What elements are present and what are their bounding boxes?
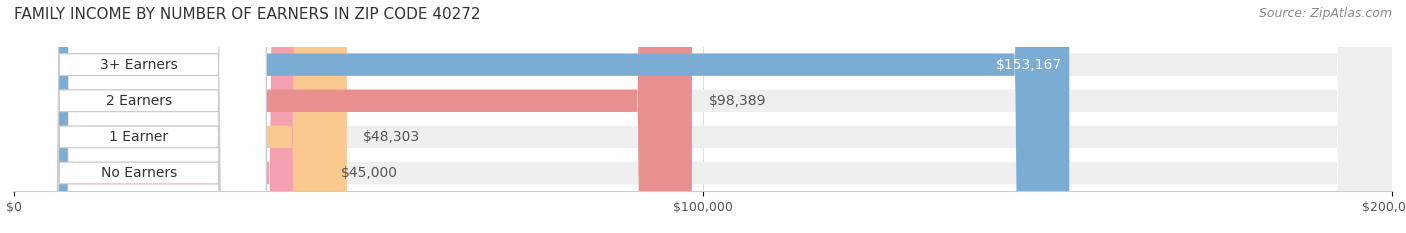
FancyBboxPatch shape <box>14 0 347 233</box>
FancyBboxPatch shape <box>14 0 1392 233</box>
Text: 2 Earners: 2 Earners <box>105 94 172 108</box>
Text: No Earners: No Earners <box>101 166 177 180</box>
Text: 1 Earner: 1 Earner <box>110 130 169 144</box>
Text: $98,389: $98,389 <box>709 94 766 108</box>
FancyBboxPatch shape <box>14 0 1392 233</box>
FancyBboxPatch shape <box>11 0 266 233</box>
FancyBboxPatch shape <box>11 0 266 233</box>
FancyBboxPatch shape <box>11 0 266 233</box>
Text: $153,167: $153,167 <box>997 58 1063 72</box>
Text: $45,000: $45,000 <box>340 166 398 180</box>
Text: $48,303: $48,303 <box>363 130 420 144</box>
FancyBboxPatch shape <box>14 0 1392 233</box>
FancyBboxPatch shape <box>14 0 1070 233</box>
Text: FAMILY INCOME BY NUMBER OF EARNERS IN ZIP CODE 40272: FAMILY INCOME BY NUMBER OF EARNERS IN ZI… <box>14 7 481 22</box>
FancyBboxPatch shape <box>11 0 266 233</box>
FancyBboxPatch shape <box>14 0 692 233</box>
Text: Source: ZipAtlas.com: Source: ZipAtlas.com <box>1258 7 1392 20</box>
FancyBboxPatch shape <box>14 0 1392 233</box>
Text: 3+ Earners: 3+ Earners <box>100 58 177 72</box>
FancyBboxPatch shape <box>14 0 325 233</box>
